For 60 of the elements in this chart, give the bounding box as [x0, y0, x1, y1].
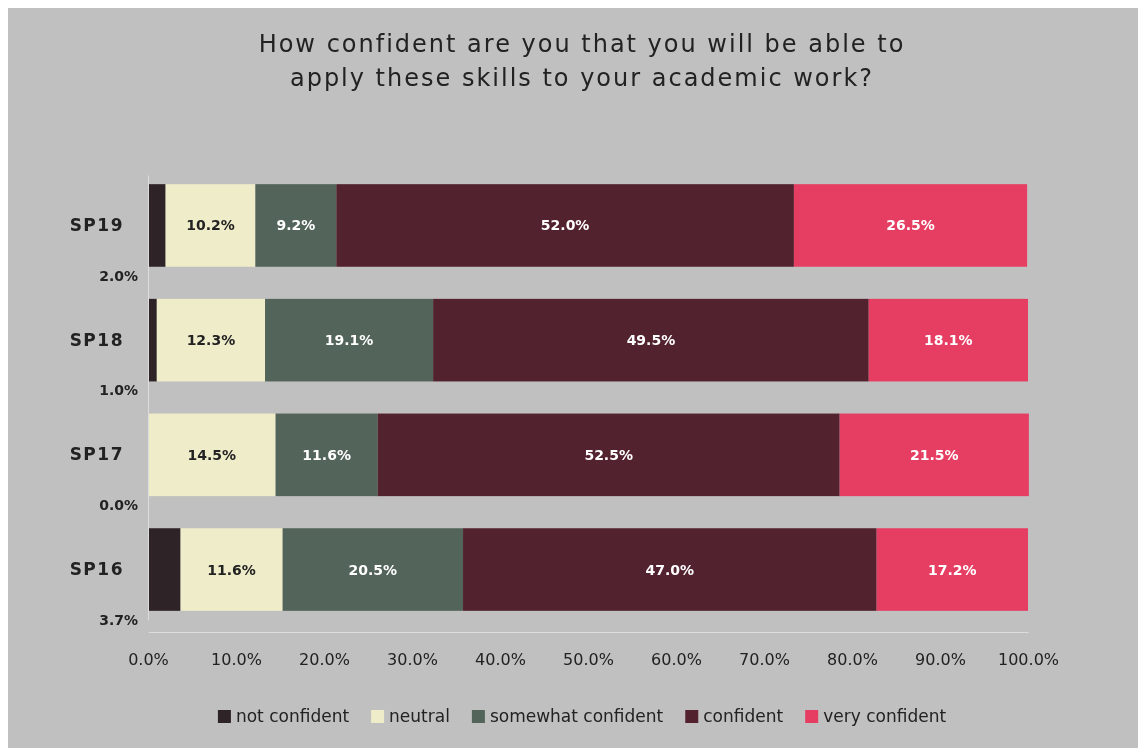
- bar: [165, 184, 256, 267]
- bar: [336, 184, 794, 267]
- data-label: 19.1%: [324, 332, 374, 349]
- bar: [148, 413, 276, 497]
- x-tick-label: 10.0%: [211, 650, 262, 670]
- bar: [275, 413, 378, 497]
- legend-label: not confident: [235, 706, 350, 726]
- data-label: 11.6%: [207, 561, 256, 578]
- data-label: 20.5%: [348, 561, 398, 578]
- x-tick-label: 40.0%: [475, 650, 526, 670]
- x-tick-label: 50.0%: [563, 650, 614, 670]
- data-label: 9.2%: [276, 217, 316, 234]
- y-tick-label: SP17: [69, 444, 124, 465]
- data-label: 10.2%: [186, 217, 235, 234]
- bar: [377, 413, 840, 497]
- x-tick-label: 20.0%: [299, 650, 350, 670]
- bar: [463, 528, 877, 611]
- bar: [876, 528, 1028, 611]
- y-tick-label: SP18: [69, 329, 124, 350]
- bar: [156, 298, 266, 382]
- data-label: 47.0%: [645, 561, 695, 578]
- x-tick-label: 90.0%: [915, 650, 966, 670]
- bar: [148, 184, 166, 267]
- bar: [868, 298, 1028, 382]
- bar: [148, 528, 181, 611]
- data-label: 21.5%: [909, 446, 959, 463]
- bar: [839, 413, 1029, 497]
- legend-label: very confident: [823, 706, 947, 726]
- data-label: 12.3%: [186, 332, 236, 349]
- data-label: 26.5%: [886, 217, 935, 234]
- x-tick-label: 100.0%: [997, 650, 1060, 670]
- legend-label: confident: [703, 706, 784, 726]
- data-label: 0.0%: [99, 497, 138, 514]
- x-tick-label: 30.0%: [387, 650, 438, 670]
- bar: [265, 298, 434, 382]
- data-label: 1.0%: [99, 382, 138, 399]
- x-tick-label: 60.0%: [651, 650, 702, 670]
- y-tick-label: SP16: [69, 558, 124, 579]
- bar: [148, 298, 157, 382]
- x-tick-label: 70.0%: [739, 650, 790, 670]
- data-label: 11.6%: [302, 446, 351, 463]
- legend-label: somewhat confident: [489, 706, 664, 726]
- bar: [180, 528, 283, 611]
- x-tick-label: 0.0%: [128, 650, 169, 670]
- bar: [255, 184, 337, 267]
- bar: [282, 528, 464, 611]
- y-tick-label: SP19: [69, 214, 124, 235]
- legend-label: neutral: [389, 706, 450, 726]
- data-label: 52.5%: [584, 446, 633, 463]
- data-label: 2.0%: [99, 267, 138, 284]
- data-label: 18.1%: [924, 332, 973, 349]
- data-label: 3.7%: [99, 611, 138, 628]
- data-label: 14.5%: [187, 446, 237, 463]
- x-tick-label: 80.0%: [827, 650, 878, 670]
- data-label: 17.2%: [928, 561, 977, 578]
- chart-title: How confident are you that you will be able to apply these skills to your academic work?: [258, 30, 906, 92]
- bar: [793, 184, 1028, 267]
- data-label: 52.0%: [540, 217, 590, 234]
- bar: [433, 298, 869, 382]
- data-label: 49.5%: [626, 332, 676, 349]
